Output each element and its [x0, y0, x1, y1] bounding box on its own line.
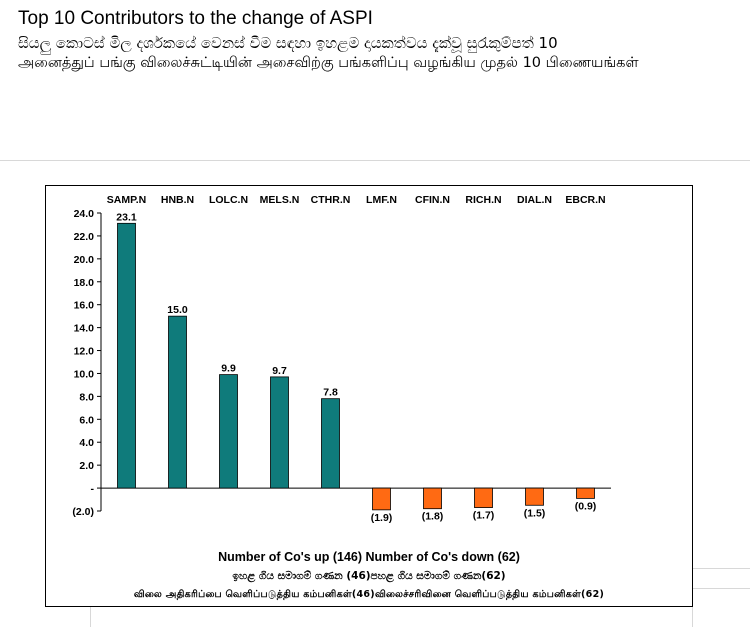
category-label: MELS.N — [260, 194, 300, 206]
y-tick-label: - — [91, 483, 95, 495]
y-tick-label: 16.0 — [74, 300, 95, 312]
bar-lmf-n — [372, 487, 391, 511]
category-label: DIAL.N — [517, 194, 552, 206]
data-label: 7.8 — [323, 387, 338, 399]
y-tick-label: 18.0 — [74, 277, 95, 289]
y-tick-label: 20.0 — [74, 254, 95, 266]
category-label: CTHR.N — [311, 194, 351, 206]
category-label: SAMP.N — [107, 194, 146, 206]
data-label: (1.5) — [524, 507, 546, 519]
category-label: LMF.N — [366, 194, 397, 206]
data-label: (0.9) — [575, 500, 597, 512]
bar-cfin-n — [423, 487, 442, 510]
y-tick-label: 22.0 — [74, 231, 95, 243]
data-label: (1.8) — [422, 511, 444, 523]
footer-tamil: விலை அதிகரிப்பை வெளிப்படுத்திய கம்பனிகள்… — [133, 589, 605, 600]
bar-dial-n — [525, 487, 544, 506]
data-label: 9.9 — [221, 363, 236, 375]
sheet-gridline — [0, 160, 750, 161]
sheet-gridline — [693, 568, 750, 569]
y-tick-label: 8.0 — [79, 391, 94, 403]
y-tick-label: 2.0 — [79, 460, 94, 472]
y-tick-label: (2.0) — [72, 506, 94, 518]
data-label: 23.1 — [116, 211, 137, 223]
chart-frame: 24.0 22.0 20.0 18.0 16.0 14.0 12.0 10.0 8.0 6.0 4.… — [45, 185, 693, 607]
footer-sinhala: ඉහළ ගිය සමාගම් ගණන (46)පහළ ගිය සමාගම් ගණ… — [232, 570, 506, 582]
bar-hnb-n — [168, 315, 187, 489]
bar-mels-n — [270, 376, 289, 489]
bar-ebcr-n — [576, 487, 595, 499]
category-label: EBCR.N — [565, 194, 605, 206]
category-label: LOLC.N — [209, 194, 248, 206]
chart-title-tamil: அனைத்துப் பங்கு விலைச்சுட்டியின் அசைவிற்… — [18, 55, 639, 71]
y-tick-label: 12.0 — [74, 346, 95, 358]
sheet-gridline — [693, 588, 750, 589]
data-label: 9.7 — [272, 365, 287, 377]
sheet-gridline — [692, 607, 693, 627]
chart-title-english: Top 10 Contributors to the change of ASP… — [18, 8, 373, 29]
bar-lolc-n — [219, 374, 238, 489]
bar-rich-n — [474, 487, 493, 508]
y-tick-label: 24.0 — [74, 208, 95, 220]
y-tick-label: 10.0 — [74, 368, 95, 380]
sheet-gridline — [90, 607, 91, 627]
footer-english: Number of Co's up (146) Number of Co's d… — [218, 550, 520, 564]
title-block: Top 10 Contributors to the change of ASP… — [18, 6, 738, 73]
y-tick-label: 6.0 — [79, 414, 94, 426]
category-label: CFIN.N — [415, 194, 450, 206]
data-label: (1.7) — [473, 510, 495, 522]
chart-title-sinhala: සියලු කොටස් මිල දර්ශකයේ වෙනස් වීම සඳහා ඉ… — [18, 34, 558, 52]
category-label: RICH.N — [465, 194, 501, 206]
y-tick-label: 4.0 — [79, 437, 94, 449]
data-label: (1.9) — [371, 512, 393, 524]
category-label: HNB.N — [161, 194, 194, 206]
bar-cthr-n — [321, 398, 340, 489]
bar-samp-n — [117, 222, 136, 489]
bar-chart: 24.0 22.0 20.0 18.0 16.0 14.0 12.0 10.0 8.0 6.0 4.… — [72, 194, 611, 524]
y-tick-label: 14.0 — [74, 323, 95, 335]
data-label: 15.0 — [167, 304, 188, 316]
